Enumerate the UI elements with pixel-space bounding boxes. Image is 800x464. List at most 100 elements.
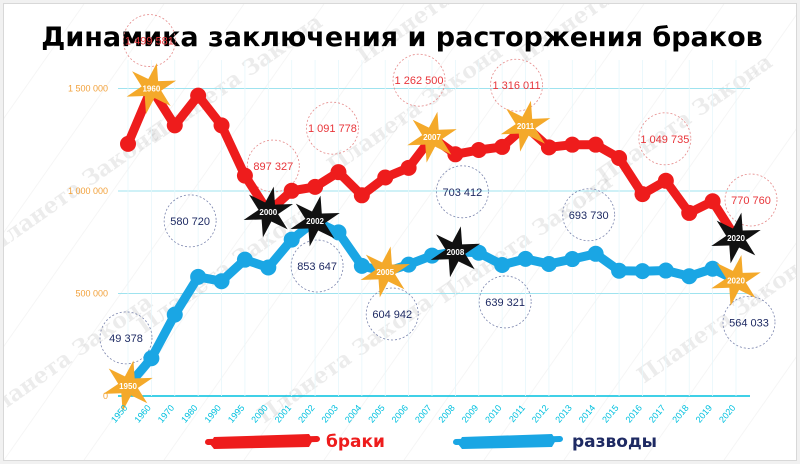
y-tick-label: 0 [103, 391, 108, 401]
data-point-marriages [447, 146, 464, 163]
star-label: 2008 [446, 248, 464, 257]
annotation-label: 580 720 [170, 216, 210, 228]
data-point-marriages [120, 135, 136, 152]
annotation-label: 703 412 [443, 187, 483, 199]
annotation-circle [435, 165, 489, 219]
annotation-circle [99, 311, 153, 365]
data-point-marriages [283, 182, 300, 199]
star-label: 2007 [423, 133, 441, 142]
annotation-label: 639 321 [485, 297, 525, 309]
data-point-marriages [330, 164, 347, 181]
annotation-circle [290, 239, 344, 293]
data-point-marriages [470, 142, 487, 158]
watermark-line [4, 4, 85, 119]
watermark-line [483, 14, 796, 460]
annotation-label: 564 033 [729, 317, 769, 329]
data-point-marriages [166, 117, 183, 134]
x-tick-label: 2014 [577, 403, 598, 425]
data-point-marriages [190, 87, 207, 104]
x-tick-label: 2008 [436, 403, 457, 425]
legend-label-marriages: браки [326, 432, 385, 452]
annotation-label: 49 378 [109, 333, 143, 345]
data-point-divorces [236, 251, 253, 268]
annotation-circle [478, 275, 532, 329]
annotation-circle [490, 58, 543, 112]
watermark-line [323, 4, 645, 460]
annotation-layer: 1 499 581 897 327 1 091 778 1 262 500 1 316 … [99, 14, 778, 365]
data-point-marriages [213, 117, 230, 134]
data-point-divorces [681, 268, 698, 285]
data-point-divorces [190, 268, 207, 285]
annotation-circle [392, 53, 446, 107]
watermark-line [643, 242, 796, 460]
chart-frame: Планета Закона Планета Закона Планета Зако… [3, 3, 797, 461]
star-label: 2005 [376, 268, 394, 277]
data-point-divorces [564, 251, 581, 268]
annotation-label: 1 262 500 [395, 75, 444, 87]
star-marker [290, 195, 340, 247]
x-tick-label: 2009 [460, 403, 481, 425]
x-tick-label: 2016 [623, 403, 644, 425]
data-point-divorces [213, 273, 230, 290]
y-tick-label: 500 000 [75, 289, 108, 299]
x-tick-label: 2018 [670, 403, 691, 425]
data-point-marriages [353, 187, 370, 204]
x-tick-label: 2006 [390, 403, 411, 425]
x-tick-label: 2013 [553, 403, 574, 425]
x-tick-label: 1990 [203, 403, 224, 425]
data-point-divorces [704, 260, 721, 277]
x-tick-label: 2007 [413, 403, 434, 425]
data-point-divorces [353, 257, 370, 274]
data-point-divorces [143, 350, 160, 367]
star-marker [500, 100, 551, 152]
x-tick-label: 2017 [647, 403, 668, 425]
data-point-marriages [307, 178, 324, 195]
data-point-divorces [470, 244, 487, 261]
x-tick-label: 2012 [530, 403, 551, 425]
x-tick-label: 2010 [483, 403, 504, 425]
x-tick-label: 2011 [507, 403, 527, 424]
annotation-circle [365, 287, 419, 341]
x-tick-label: 1960 [132, 403, 153, 425]
data-point-divorces [657, 262, 674, 279]
annotation-label: 1 499 581 [125, 36, 174, 48]
annotation-circle [638, 112, 692, 166]
annotation-circle [306, 101, 359, 155]
x-tick-label: 1950 [109, 403, 130, 425]
x-tick-label: 2004 [343, 403, 364, 425]
star-label: 2020 [727, 234, 745, 243]
y-tick-label: 1 000 000 [68, 186, 108, 196]
data-point-divorces [611, 262, 628, 279]
x-tick-label: 2019 [694, 403, 715, 425]
x-tick-label: 2005 [366, 403, 387, 425]
data-point-marriages [587, 136, 604, 153]
star-layer: 1950 1960 2000 2002 2005 2007 2008 2011 2020 2020 [103, 63, 761, 412]
data-point-marriages [564, 136, 581, 153]
annotation-label: 897 327 [253, 161, 293, 173]
star-marker [360, 246, 410, 298]
star-marker [243, 186, 294, 238]
data-point-divorces [494, 256, 511, 273]
data-point-divorces [587, 245, 604, 262]
data-point-marriages [681, 204, 698, 221]
annotation-label: 1 091 778 [308, 123, 357, 135]
watermark-line [4, 4, 325, 460]
data-point-marriages [236, 167, 253, 184]
star-marker [711, 212, 761, 264]
star-marker [126, 63, 177, 115]
data-point-marriages [400, 159, 417, 176]
star-label: 2020 [727, 276, 745, 285]
x-tick-label: 2003 [319, 403, 340, 425]
data-point-divorces [634, 263, 651, 280]
star-label: 1960 [142, 85, 160, 94]
data-point-marriages [540, 139, 557, 156]
legend-label-divorces: разводы [572, 432, 657, 452]
annotation-label: 853 647 [297, 261, 337, 273]
annotation-circle [163, 194, 217, 248]
annotation-label: 1 316 011 [492, 80, 540, 92]
data-point-marriages [494, 138, 511, 155]
legend: браки разводы [205, 432, 657, 452]
annotation-label: 1 049 735 [640, 134, 689, 146]
star-marker [430, 226, 481, 278]
